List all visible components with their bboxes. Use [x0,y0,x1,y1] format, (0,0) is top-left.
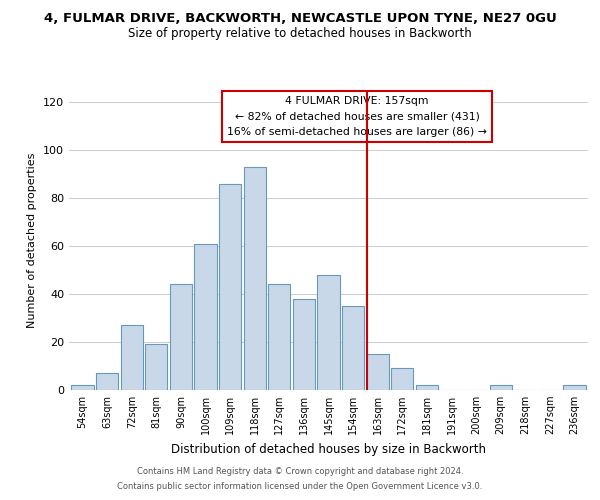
Text: Contains HM Land Registry data © Crown copyright and database right 2024.: Contains HM Land Registry data © Crown c… [137,467,463,476]
Bar [293,299,315,390]
Text: Contains public sector information licensed under the Open Government Licence v3: Contains public sector information licen… [118,482,482,491]
Text: Size of property relative to detached houses in Backworth: Size of property relative to detached ho… [128,28,472,40]
Bar [268,284,290,390]
Bar [317,275,340,390]
Bar [194,244,217,390]
Text: 4 FULMAR DRIVE: 157sqm
← 82% of detached houses are smaller (431)
16% of semi-de: 4 FULMAR DRIVE: 157sqm ← 82% of detached… [227,96,487,137]
Bar [145,344,167,390]
Bar [219,184,241,390]
X-axis label: Distribution of detached houses by size in Backworth: Distribution of detached houses by size … [171,442,486,456]
Bar [170,284,192,390]
Bar [244,167,266,390]
Bar [563,385,586,390]
Y-axis label: Number of detached properties: Number of detached properties [28,152,37,328]
Bar [416,385,438,390]
Bar [71,385,94,390]
Bar [96,373,118,390]
Bar [391,368,413,390]
Text: 4, FULMAR DRIVE, BACKWORTH, NEWCASTLE UPON TYNE, NE27 0GU: 4, FULMAR DRIVE, BACKWORTH, NEWCASTLE UP… [44,12,556,26]
Bar [342,306,364,390]
Bar [367,354,389,390]
Bar [490,385,512,390]
Bar [121,325,143,390]
